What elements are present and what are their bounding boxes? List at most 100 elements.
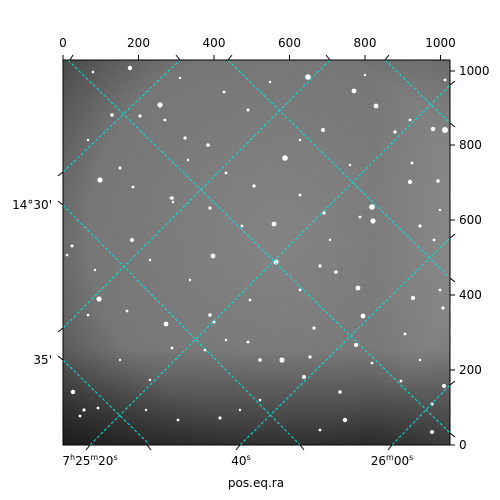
coord-tick bbox=[57, 200, 64, 206]
star bbox=[188, 278, 192, 282]
star bbox=[410, 295, 416, 301]
star bbox=[430, 430, 434, 434]
coord-tick bbox=[325, 54, 331, 61]
star bbox=[442, 127, 448, 133]
star bbox=[170, 346, 174, 350]
star bbox=[70, 244, 74, 248]
star bbox=[407, 179, 413, 185]
star bbox=[258, 358, 262, 362]
coord-tick bbox=[57, 355, 64, 361]
grid-line bbox=[391, 384, 450, 445]
star bbox=[96, 296, 102, 302]
grid-line bbox=[63, 60, 331, 329]
coord-tick bbox=[449, 277, 456, 283]
star bbox=[224, 338, 228, 342]
star bbox=[432, 238, 436, 242]
x-axis-title: pos.eq.ra bbox=[228, 476, 284, 490]
star bbox=[246, 340, 250, 344]
star bbox=[206, 143, 210, 147]
right-tick-label: 1000 bbox=[459, 64, 490, 78]
star bbox=[157, 102, 163, 108]
star bbox=[298, 288, 302, 292]
star bbox=[163, 321, 169, 327]
right-tick-label: 800 bbox=[459, 138, 482, 152]
star bbox=[308, 355, 312, 359]
star bbox=[360, 313, 366, 319]
star bbox=[363, 73, 367, 77]
star bbox=[125, 309, 129, 313]
star bbox=[86, 138, 90, 142]
star bbox=[144, 408, 148, 412]
star bbox=[78, 414, 82, 418]
star bbox=[298, 193, 302, 197]
star bbox=[138, 114, 142, 118]
star bbox=[369, 204, 375, 210]
star bbox=[208, 206, 212, 210]
star bbox=[370, 218, 376, 224]
star bbox=[436, 179, 440, 183]
star bbox=[355, 285, 361, 291]
star bbox=[418, 358, 422, 362]
star bbox=[246, 108, 250, 112]
star bbox=[118, 166, 122, 170]
stars-layer bbox=[65, 65, 448, 434]
dec-axis-labels: 14°30' 35' bbox=[12, 198, 52, 367]
plot-frame bbox=[62, 59, 451, 446]
top-tick-label: 400 bbox=[203, 36, 226, 50]
ra-tick-label: 7h25m20s bbox=[62, 453, 117, 468]
dec-tick-label: 14°30' bbox=[12, 198, 52, 212]
right-tick-label: 400 bbox=[459, 288, 482, 302]
star bbox=[430, 126, 436, 132]
star bbox=[393, 130, 397, 134]
star bbox=[338, 390, 342, 394]
star bbox=[131, 185, 135, 189]
right-axis-labels: 0 200 400 600 800 1000 bbox=[459, 64, 490, 452]
star bbox=[354, 343, 358, 347]
coord-tick bbox=[449, 432, 456, 438]
star bbox=[373, 103, 379, 109]
star bbox=[438, 288, 442, 292]
coord-tick bbox=[85, 444, 91, 451]
star bbox=[186, 158, 190, 162]
star bbox=[222, 90, 226, 94]
sky-image bbox=[63, 60, 450, 445]
coord-tick bbox=[69, 54, 74, 61]
grid-line bbox=[63, 204, 301, 445]
star bbox=[82, 408, 86, 412]
coord-tick bbox=[449, 380, 456, 386]
star bbox=[148, 258, 152, 262]
top-tick-label: 600 bbox=[278, 36, 301, 50]
star bbox=[240, 224, 244, 228]
star bbox=[176, 418, 180, 422]
top-tick-label: 1000 bbox=[425, 36, 456, 50]
star bbox=[148, 378, 152, 382]
star bbox=[271, 221, 277, 227]
star bbox=[370, 361, 374, 365]
star bbox=[351, 88, 357, 94]
star bbox=[258, 398, 262, 402]
star bbox=[318, 428, 322, 432]
grid-line bbox=[227, 60, 450, 279]
right-tick-label: 600 bbox=[459, 213, 482, 227]
star bbox=[210, 253, 216, 259]
coord-tick bbox=[227, 54, 233, 61]
star bbox=[248, 298, 252, 302]
star bbox=[268, 80, 272, 84]
star bbox=[130, 238, 134, 242]
star bbox=[70, 389, 76, 395]
star bbox=[96, 406, 100, 410]
star bbox=[418, 224, 422, 228]
star bbox=[322, 211, 326, 215]
right-tick-label: 0 bbox=[459, 438, 467, 452]
coord-tick bbox=[387, 444, 393, 451]
right-tick-label: 200 bbox=[459, 363, 482, 377]
grid-line bbox=[63, 60, 181, 173]
coord-tick bbox=[235, 444, 241, 451]
top-axis-labels: 0 200 400 600 800 1000 bbox=[59, 36, 456, 50]
ra-axis-labels: 7h25m20s 40s 26m00s bbox=[62, 453, 413, 468]
top-tick-label: 200 bbox=[127, 36, 150, 50]
star bbox=[183, 136, 187, 140]
star bbox=[342, 417, 348, 423]
star bbox=[97, 177, 103, 183]
star bbox=[93, 268, 97, 272]
